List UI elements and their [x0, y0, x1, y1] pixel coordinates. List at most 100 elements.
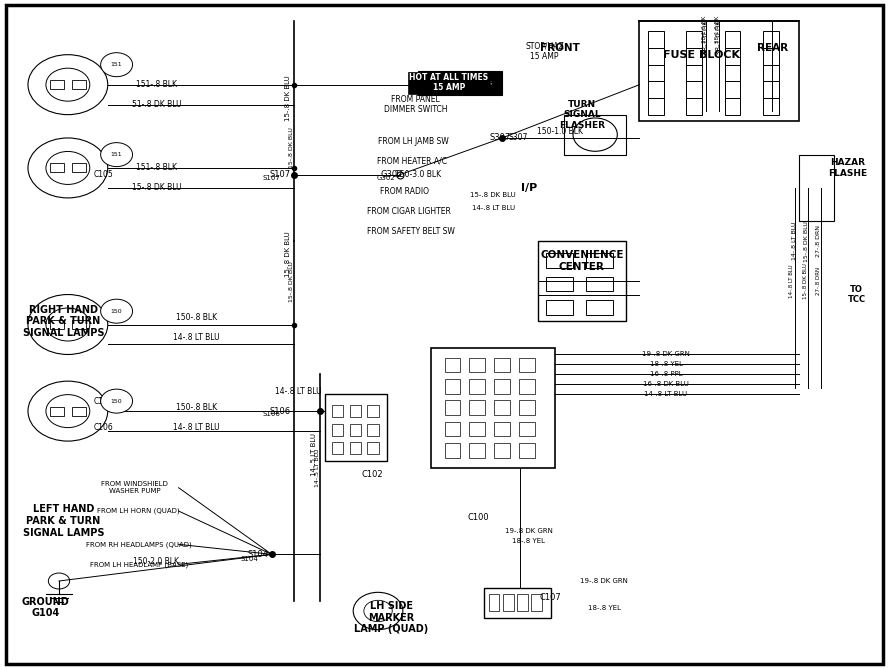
Bar	[725, 31, 741, 48]
Bar	[431, 348, 556, 468]
Bar	[763, 82, 779, 98]
Text: FUSE BLOCK: FUSE BLOCK	[663, 50, 740, 60]
Bar	[519, 358, 535, 373]
Text: 15-.8 DK BLU: 15-.8 DK BLU	[289, 128, 293, 169]
Bar	[763, 31, 779, 48]
Bar	[50, 320, 64, 329]
Text: 38-1.0 DK: 38-1.0 DK	[703, 21, 709, 56]
Bar	[485, 587, 551, 617]
Bar	[532, 594, 542, 611]
Text: S307: S307	[509, 133, 528, 142]
Bar	[725, 48, 741, 65]
Text: 38-1.0 DK: 38-1.0 DK	[701, 16, 707, 43]
Bar	[332, 442, 343, 454]
Text: LH SIDE
MARKER
LAMP (QUAD): LH SIDE MARKER LAMP (QUAD)	[354, 601, 428, 634]
Text: I/P: I/P	[521, 183, 537, 193]
Bar	[763, 65, 779, 82]
Text: 150-.8 BLK: 150-.8 BLK	[176, 403, 217, 412]
Bar	[469, 443, 485, 458]
Circle shape	[100, 299, 132, 323]
Circle shape	[28, 381, 108, 441]
Text: G302: G302	[380, 170, 403, 179]
Text: 14-.5 LT BLU: 14-.5 LT BLU	[311, 433, 317, 476]
Text: FROM PANEL
DIMMER SWITCH: FROM PANEL DIMMER SWITCH	[383, 95, 447, 114]
Text: S104: S104	[241, 556, 259, 562]
Text: 19-.8 DK GRN: 19-.8 DK GRN	[642, 351, 690, 357]
Text: 38-1.0 DK: 38-1.0 DK	[715, 16, 720, 43]
Bar	[349, 423, 361, 436]
Bar	[349, 405, 361, 417]
Text: REAR: REAR	[757, 43, 788, 53]
Text: 151: 151	[109, 150, 124, 159]
Circle shape	[100, 53, 132, 77]
Text: C107: C107	[540, 593, 562, 602]
Circle shape	[28, 55, 108, 114]
Text: 150-.8 BLK: 150-.8 BLK	[176, 313, 217, 322]
Bar	[494, 401, 510, 415]
Text: TURN
SIGNAL
FLASHER: TURN SIGNAL FLASHER	[559, 100, 605, 130]
Bar	[367, 405, 379, 417]
Bar	[799, 155, 835, 221]
Text: C106: C106	[93, 423, 113, 432]
Text: 15-.8 DK BLU: 15-.8 DK BLU	[289, 261, 293, 302]
Circle shape	[573, 118, 617, 151]
Bar	[72, 80, 86, 89]
Text: 38-1.0 DK: 38-1.0 DK	[717, 21, 722, 56]
Bar	[72, 163, 86, 173]
Text: RIGHT HAND
PARK & TURN
SIGNAL LAMPS: RIGHT HAND PARK & TURN SIGNAL LAMPS	[23, 304, 104, 338]
Text: C102: C102	[361, 470, 382, 479]
Bar	[565, 114, 626, 155]
Text: C108: C108	[93, 397, 113, 405]
Text: 16-.8 PPL: 16-.8 PPL	[650, 371, 683, 377]
Text: 27-.8 DRN: 27-.8 DRN	[816, 225, 821, 257]
Text: 15-.8 DK BLU: 15-.8 DK BLU	[132, 183, 181, 193]
Bar	[503, 594, 514, 611]
Text: 150: 150	[109, 397, 124, 405]
Text: 19-.8 DK GRN: 19-.8 DK GRN	[581, 578, 628, 584]
Text: 15-.8 DK BLU: 15-.8 DK BLU	[803, 264, 808, 299]
Text: 19-.8 DK GRN: 19-.8 DK GRN	[505, 528, 553, 534]
Text: 15-.8 DK BLU: 15-.8 DK BLU	[470, 191, 517, 197]
Text: 18-.8 YEL: 18-.8 YEL	[588, 605, 621, 611]
Text: FROM LH HEADLAMP (BASE): FROM LH HEADLAMP (BASE)	[90, 561, 188, 567]
Bar	[469, 358, 485, 373]
Text: 151-.8 BLK: 151-.8 BLK	[136, 163, 177, 173]
Bar	[686, 82, 702, 98]
Text: FROM CIGAR LIGHTER: FROM CIGAR LIGHTER	[367, 207, 451, 215]
Text: 15-.8 DK BLU: 15-.8 DK BLU	[804, 221, 809, 262]
Bar	[587, 276, 613, 291]
Circle shape	[28, 294, 108, 355]
Bar	[349, 442, 361, 454]
Bar	[367, 423, 379, 436]
Circle shape	[46, 395, 90, 427]
Circle shape	[46, 68, 90, 101]
Text: 151: 151	[109, 60, 124, 69]
Bar	[686, 31, 702, 48]
Bar	[519, 443, 535, 458]
Text: 14-.8 LT BLU: 14-.8 LT BLU	[792, 222, 797, 260]
Bar	[547, 300, 573, 314]
Bar	[489, 594, 500, 611]
Bar	[444, 358, 461, 373]
Bar	[538, 242, 626, 321]
Bar	[332, 405, 343, 417]
Text: 14-.8 LT BLU: 14-.8 LT BLU	[275, 387, 322, 395]
Text: 15-.8 DK BLU: 15-.8 DK BLU	[284, 231, 291, 278]
Text: 150: 150	[111, 308, 123, 314]
Text: S107: S107	[270, 170, 291, 179]
Bar	[686, 98, 702, 114]
Text: 150-1.0 BLK: 150-1.0 BLK	[537, 127, 582, 136]
Circle shape	[48, 573, 69, 589]
Text: FROM HEATER A/C: FROM HEATER A/C	[377, 157, 446, 166]
Circle shape	[364, 600, 392, 622]
Bar	[324, 395, 387, 461]
Text: S106: S106	[262, 411, 281, 417]
Bar	[494, 358, 510, 373]
Bar	[50, 163, 64, 173]
Text: FROM WINDSHIELD
WASHER PUMP: FROM WINDSHIELD WASHER PUMP	[100, 481, 168, 494]
Bar	[519, 379, 535, 394]
Bar	[725, 98, 741, 114]
Bar	[72, 407, 86, 415]
Text: TO
TCC: TO TCC	[847, 285, 866, 304]
Text: 15 AMP: 15 AMP	[449, 92, 471, 96]
